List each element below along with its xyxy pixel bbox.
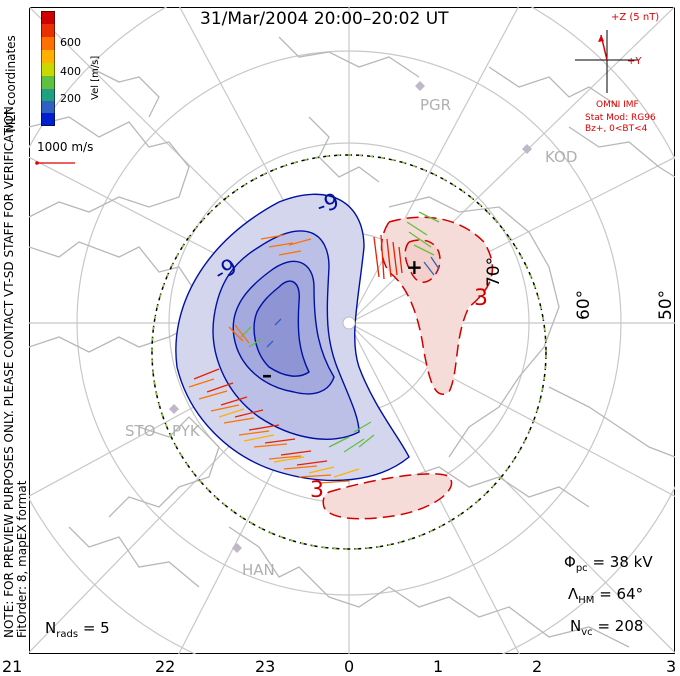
mlt-label-21: 21: [2, 657, 23, 676]
reference-vector-label: 1000 m/s: [37, 140, 94, 154]
plot-frame: [29, 7, 675, 654]
mlt-label-0: 0: [344, 657, 355, 676]
station-label-pgr: PGR: [420, 96, 452, 114]
mlt-label-2: 2: [532, 657, 543, 676]
nvc-stat: Nvc = 208: [570, 617, 643, 638]
mlt-label-23: 23: [255, 657, 276, 676]
station-markers: [169, 81, 532, 553]
colorbar-tick-400: 400: [60, 65, 81, 78]
mlt-label-22: 22: [155, 657, 176, 676]
latitude-label-50: 50°: [656, 289, 676, 320]
potential-maximum-marker: +: [406, 255, 423, 279]
station-label-pyk: PYK: [172, 422, 200, 440]
latitude-label-60: 60°: [574, 289, 594, 320]
station-label-sto: STO: [125, 422, 156, 440]
latitude-label-70: 70°: [484, 256, 504, 287]
convection-map: [29, 7, 675, 654]
nvc-subscript: vc: [581, 627, 593, 638]
phi-pc-symbol: Φ: [564, 553, 576, 571]
nvc-value: = 208: [597, 617, 644, 635]
nrads-value: = 5: [82, 619, 110, 637]
pole-marker: [342, 316, 356, 330]
imf-dial: [575, 30, 639, 93]
nvc-symbol: N: [570, 617, 582, 635]
colorbar-unit-label: Vel [m/s]: [90, 55, 101, 100]
phi-pc-stat: Φpc = 38 kV: [564, 553, 653, 574]
station-label-han: HAN: [242, 561, 275, 579]
mlt-label-3: 3: [666, 657, 677, 676]
page-title: 31/Mar/2004 20:00–20:02 UT: [200, 9, 449, 29]
lambda-hm-subscript: HM: [578, 595, 595, 606]
lambda-hm-symbol: Λ: [568, 585, 579, 603]
nrads-symbol: N: [45, 619, 57, 637]
imf-stat-mod: Stat Mod: RG96: [585, 113, 656, 123]
potential-minimum-marker: –: [262, 363, 272, 387]
contour-label-positive-midnight: 3: [310, 478, 324, 503]
velocity-colorbar: [41, 11, 55, 126]
imf-y-label: +Y: [627, 56, 642, 67]
contour-label-positive-dawn: 3: [474, 286, 488, 311]
phi-pc-subscript: pc: [575, 563, 588, 574]
imf-condition: Bz+, 0<BT<4: [585, 124, 648, 134]
nrads-subscript: rads: [56, 629, 79, 640]
phi-pc-value: = 38 kV: [592, 553, 653, 571]
preview-notice: NOTE: FOR PREVIEW PURPOSES ONLY. PLEASE …: [2, 102, 16, 638]
imf-z-label: +Z (5 nT): [611, 12, 660, 23]
velocity-vectors: [188, 211, 440, 484]
lambda-hm-value: = 64°: [599, 585, 644, 603]
colorbar-tick-200: 200: [60, 92, 81, 105]
negative-cell: [175, 193, 410, 482]
lambda-hm-stat: ΛHM = 64°: [568, 585, 643, 606]
station-label-kod: KOD: [545, 148, 578, 166]
colorbar-tick-600: 600: [60, 36, 81, 49]
fit-info: FitOrder: 8, mapEX format: [15, 480, 29, 638]
positive-cell: [322, 216, 494, 520]
imf-source: OMNI IMF: [596, 100, 639, 110]
nrads-stat: Nrads = 5: [45, 619, 110, 640]
mlt-label-1: 1: [433, 657, 444, 676]
